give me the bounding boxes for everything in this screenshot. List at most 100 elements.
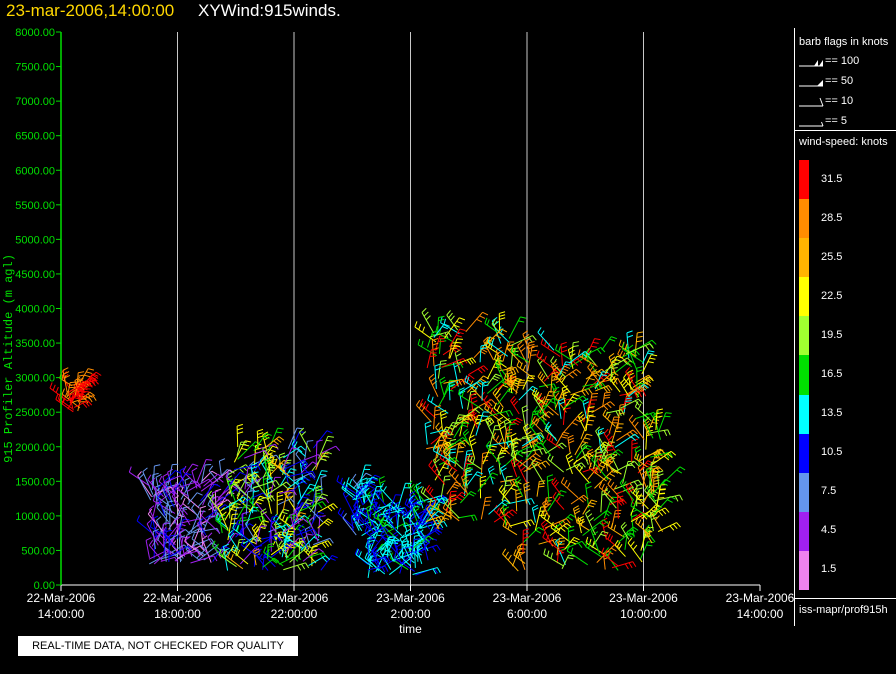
wind-barb [256,428,264,450]
wind-barb [508,316,527,339]
wind-barb [642,412,654,439]
wind-barb [444,498,460,519]
wind-barb [363,484,372,505]
wind-barb [564,536,580,550]
wind-barb [240,492,268,504]
wind-barb [621,342,644,363]
wind-barb [595,385,613,393]
wind-barb [657,522,681,533]
wind-barb [560,476,579,499]
wind-barb [594,469,619,489]
colorbar-label: 28.5 [821,211,843,224]
wind-barb [636,483,643,507]
wind-barb [317,518,334,529]
wind-barb [459,490,477,504]
x-tick-date-label: 23-Mar-2006 [609,591,678,605]
wind-barb [168,545,193,558]
wind-barb [448,381,456,401]
wind-barb [637,463,648,489]
wind-barb [582,499,598,515]
wind-barb [611,561,637,570]
wind-barb [570,494,589,505]
wind-barb [62,367,71,393]
wind-barb [649,510,658,532]
wind-barb [487,336,509,357]
wind-barb [488,425,501,449]
wind-barb [187,492,203,505]
wind-barb [527,341,535,359]
wind-barb [262,557,280,568]
wind-barb [162,473,169,494]
wind-barb [196,458,213,484]
wind-barb [428,460,446,485]
wind-barb [525,442,544,460]
wind-barb [299,501,327,512]
wind-barb [628,414,645,440]
y-tick-label: 1000.00 [15,511,55,523]
wind-barb [368,485,383,512]
wind-barb [73,400,93,408]
wind-barb [255,534,281,549]
wind-barb [593,448,603,470]
y-axis-label: 915 Profiler Altitude (m agl) [2,254,16,463]
wind-barb [147,508,165,533]
wind-barb [605,355,623,374]
wind-barb [641,354,658,375]
y-tick-label: 5000.00 [15,234,55,246]
y-tick-label: 6500.00 [15,131,55,143]
wind-barb [223,496,249,510]
wind-barb [425,515,446,524]
colorbar-segment [799,238,809,278]
wind-barb [391,552,419,562]
wind-barb [214,488,222,511]
wind-barb [601,547,619,567]
wind-barb [401,530,425,539]
wind-barb [582,466,602,475]
data-source-label: iss-mapr/prof915h [799,604,888,616]
wind-barb [428,373,439,397]
wind-barb [281,535,293,558]
barb-legend-row: == 50 [795,74,895,90]
wind-barb [181,518,203,525]
wind-barb [201,463,212,483]
x-tick-time-label: 2:00:00 [390,607,430,621]
wind-barb [150,477,159,497]
wind-barb [233,440,252,463]
wind-barb [293,472,316,482]
wind-barb [542,499,550,518]
wind-barb [608,416,621,434]
wind-barb [255,525,267,545]
wind-barb [151,472,159,490]
wind-barb [413,483,426,503]
wind-barb [617,532,635,543]
y-tick-label: 5500.00 [15,200,55,212]
wind-barb [414,519,428,543]
wind-barb [625,367,641,394]
wind-barb [497,452,505,475]
wind-barb [315,485,322,506]
wind-barb [605,531,619,548]
wind-barb [409,538,420,565]
wind-barb [138,473,152,501]
x-axis-label: time [399,622,422,636]
wind-barb [69,387,88,403]
wind-barb [510,345,530,364]
wind-barb [433,405,442,430]
wind-barb [155,473,162,493]
wind-barb [585,509,596,536]
wind-barb [198,517,207,536]
wind-barb [337,507,355,528]
wind-barb [321,445,341,454]
wind-barb [565,462,586,471]
wind-barb [616,490,624,519]
wind-barb [308,555,331,567]
wind-barb [446,310,459,331]
wind-barb [536,480,546,497]
wind-barb [510,441,519,467]
y-tick-label: 6000.00 [15,165,55,177]
wind-barb [142,467,154,495]
wind-barb [603,428,617,453]
wind-barb [481,381,489,401]
wind-barb [585,540,602,558]
wind-barb [567,434,575,453]
